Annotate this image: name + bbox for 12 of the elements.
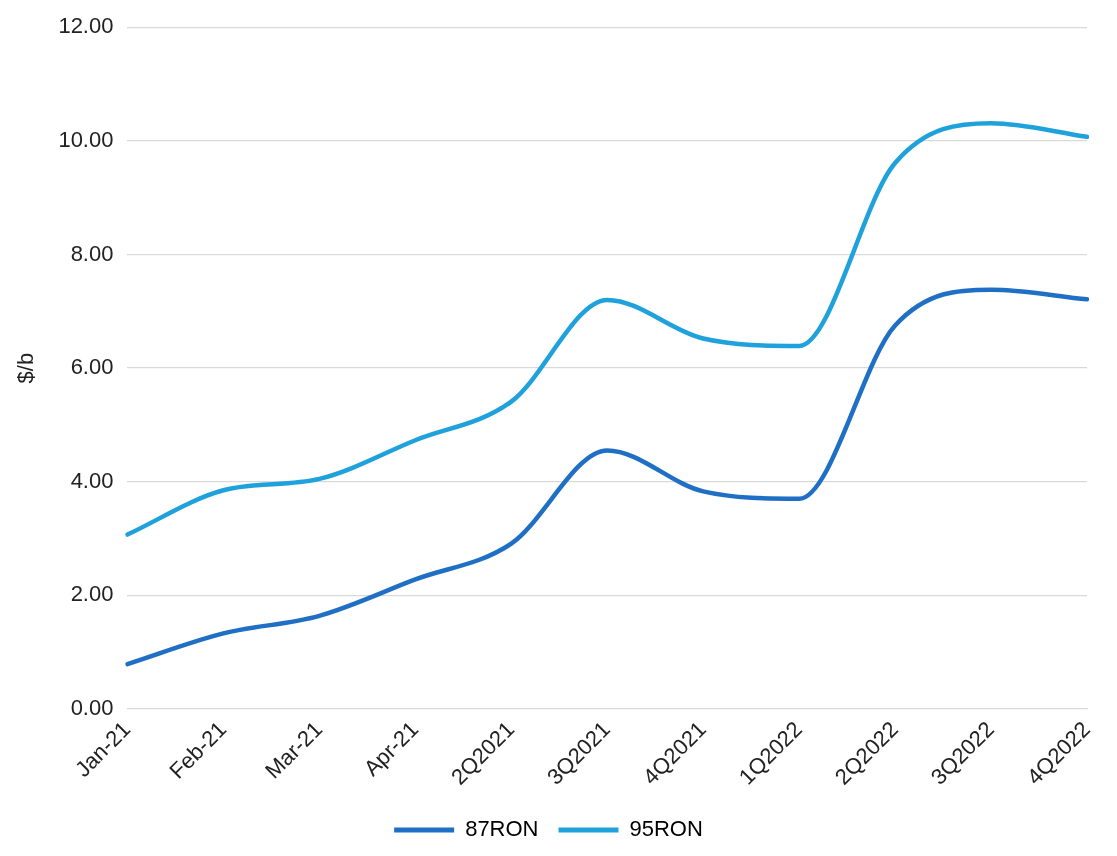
y-tick-label: 2.00 [70, 581, 114, 607]
line-series [125, 287, 1090, 667]
y-axis-title: $/b [13, 352, 39, 384]
y-tick-label: 6.00 [70, 354, 114, 380]
legend-label: 87RON [465, 816, 539, 842]
y-tick-label: 12.00 [58, 13, 114, 39]
y-tick-label: 4.00 [70, 467, 114, 493]
y-tick-label: 8.00 [70, 240, 114, 266]
y-tick-label: 0.00 [70, 695, 114, 721]
line-series [125, 120, 1090, 537]
y-tick-label: 10.00 [58, 126, 114, 152]
legend-label: 95RON [629, 816, 703, 842]
